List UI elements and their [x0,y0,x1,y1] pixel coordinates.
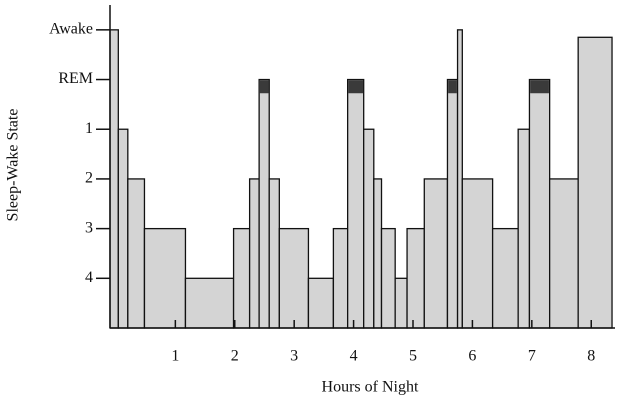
y-tick-label: 2 [85,170,93,187]
step [346,78,365,329]
y-tick-label: 1 [85,120,93,137]
step [268,178,280,329]
y-tick-label: Awake [49,21,93,38]
step [373,178,383,329]
x-tick-label: 6 [468,348,476,365]
step [278,227,310,329]
step [248,178,260,329]
rem-cap [259,80,269,94]
x-axis-title: Hours of Night [322,379,419,396]
step [406,227,425,329]
step [528,78,551,329]
x-tick-label: 2 [231,348,239,365]
step [127,178,146,329]
step [394,277,408,329]
y-axis-title: Sleep-Wake State [5,109,22,222]
x-tick-label: 3 [290,348,298,365]
step [423,178,449,329]
x-tick-label: 5 [409,348,417,365]
step [577,36,613,329]
rem-cap [348,80,363,94]
y-tick-label: REM [58,70,93,87]
step [461,178,494,329]
step [491,227,519,329]
step [380,227,396,329]
step [307,277,335,329]
step [258,78,270,329]
step [548,178,579,329]
step [517,128,531,329]
step [143,227,187,329]
step [332,227,349,329]
step [117,128,129,329]
x-tick-label: 1 [171,348,179,365]
rem-cap [530,80,549,94]
x-tick-label: 7 [528,348,536,365]
step [232,227,251,329]
y-tick-label: 4 [85,269,93,286]
step [109,29,119,329]
step [456,29,463,329]
rem-cap [448,80,457,94]
step [363,128,375,329]
step [184,277,235,329]
x-tick-label: 4 [350,348,358,365]
y-tick-label: 3 [85,219,93,236]
step [446,78,459,329]
x-tick-label: 8 [587,348,595,365]
